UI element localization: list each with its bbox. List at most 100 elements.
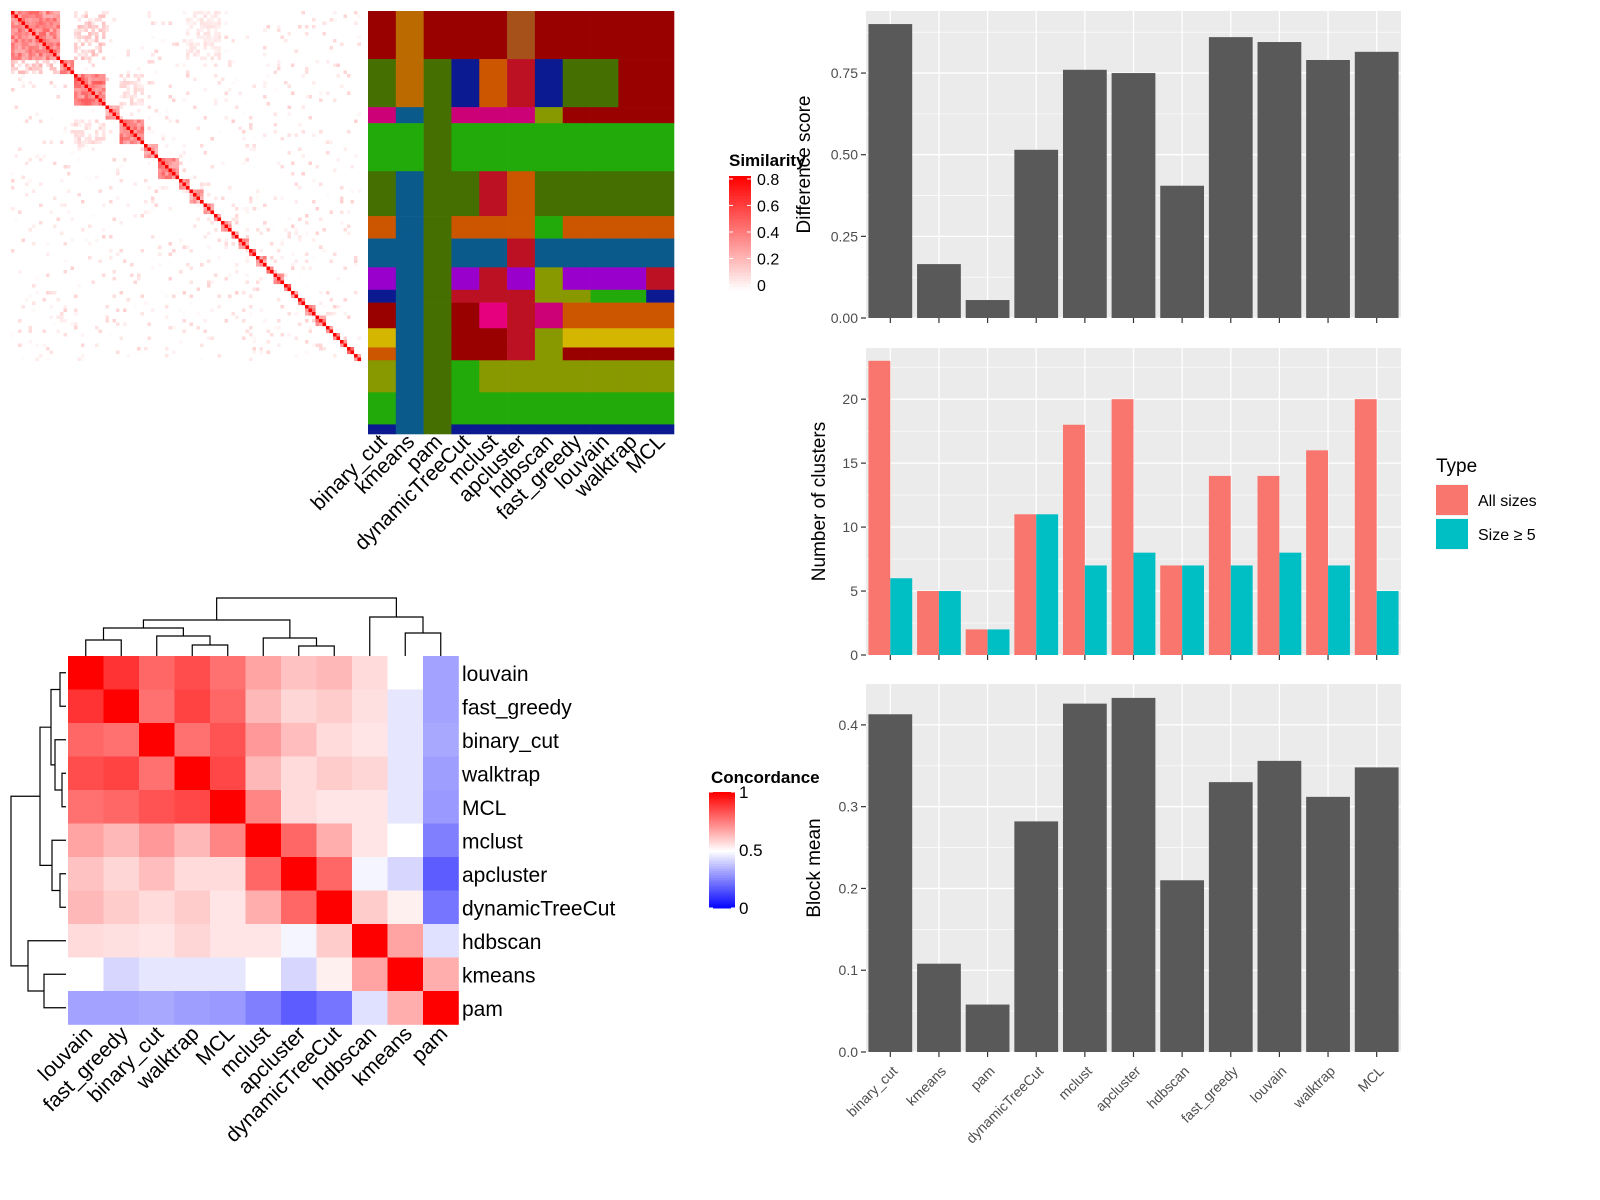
similarity-cell [189,266,193,270]
similarity-cell [119,95,123,99]
similarity-cell [343,312,347,316]
similarity-legend-swatch [729,244,751,248]
x-tick-label: pam [967,1063,998,1094]
similarity-cell [28,42,33,47]
similarity-cell [14,56,19,61]
similarity-cell [347,74,351,78]
similarity-legend-swatch [729,264,751,268]
similarity-cell [210,165,214,169]
similarity-cell [98,18,102,22]
similarity-cell [263,46,267,50]
similarity-cell [182,98,186,102]
similarity-cell [109,249,113,253]
similarity-cell [42,56,47,61]
concordance-cell [68,823,104,858]
concordance-cell [281,823,317,858]
concordance-legend-swatch [709,887,735,890]
similarity-cell [98,329,102,333]
similarity-cell [28,81,32,85]
similarity-cell [21,81,25,85]
assignment-cell [395,11,424,60]
assignment-cell [451,424,480,435]
similarity-cell [210,56,214,60]
assignment-cell [590,424,619,435]
concordance-row-label: apcluster [462,864,547,887]
similarity-cell [46,273,50,277]
similarity-cell [21,25,26,29]
similarity-cell [235,291,239,295]
concordance-legend-swatch [709,868,735,872]
assignment-cell [507,289,536,303]
similarity-cell [326,193,330,197]
concordance-cell [139,991,175,1025]
similarity-cell [46,14,50,19]
similarity-legend-swatch [729,176,751,180]
similarity-cell [109,130,113,134]
assignment-cell [451,328,480,348]
similarity-cell [140,123,145,127]
similarity-cell [228,49,232,53]
similarity-legend-swatch [729,210,751,214]
similarity-cell [196,203,200,207]
concordance-legend-swatch [709,819,735,823]
similarity-cell [123,126,127,131]
concordance-cell [174,823,211,858]
similarity-cell [207,245,211,249]
similarity-cell [25,18,29,22]
similarity-cell [91,39,95,43]
similarity-cell [119,130,124,134]
similarity-cell [270,266,274,271]
similarity-cell [193,11,197,15]
similarity-cell [98,81,103,85]
similarity-cell [88,102,92,106]
similarity-cell [140,84,144,88]
similarity-cell [280,256,284,260]
assignment-cell [507,11,536,60]
assignment-cell [368,216,397,239]
assignment-cell [562,302,591,329]
similarity-cell [249,200,253,204]
assignment-cell [479,123,508,172]
similarity-cell [172,158,176,162]
similarity-cell [119,165,123,169]
similarity-cell [259,231,263,235]
similarity-cell [249,333,253,337]
similarity-cell [186,21,190,25]
similarity-cell [210,308,214,312]
concordance-legend-swatch [709,875,735,879]
similarity-cell [11,53,15,57]
similarity-cell [263,242,267,246]
similarity-cell [133,95,137,99]
similarity-cell [245,280,249,284]
similarity-cell [84,74,89,78]
concordance-cell [423,656,459,690]
concordance-cell [387,756,424,791]
similarity-cell [179,308,183,312]
similarity-cell [133,305,137,309]
similarity-cell [28,39,33,43]
similarity-cell [168,207,172,211]
assignment-cell [368,392,397,425]
similarity-cell [179,182,183,187]
bar [987,629,1010,655]
similarity-cell [203,88,207,92]
similarity-cell [193,49,197,53]
similarity-cell [221,221,225,225]
similarity-cell [14,18,19,22]
similarity-cell [133,214,137,218]
similarity-cell [91,77,96,82]
assignment-cell [507,171,536,217]
assignment-cell [479,171,508,217]
similarity-cell [203,63,207,67]
assignment-cell [395,347,424,361]
similarity-cell [28,49,33,54]
x-tick-label: binary_cut [843,1063,900,1120]
similarity-cell [18,70,22,74]
concordance-cell [68,991,104,1025]
similarity-cell [63,270,67,274]
concordance-legend-swatch [709,882,735,886]
similarity-cell [189,25,193,29]
similarity-cell [175,63,179,67]
assignment-cell [562,171,591,217]
assignment-cell [646,347,675,361]
